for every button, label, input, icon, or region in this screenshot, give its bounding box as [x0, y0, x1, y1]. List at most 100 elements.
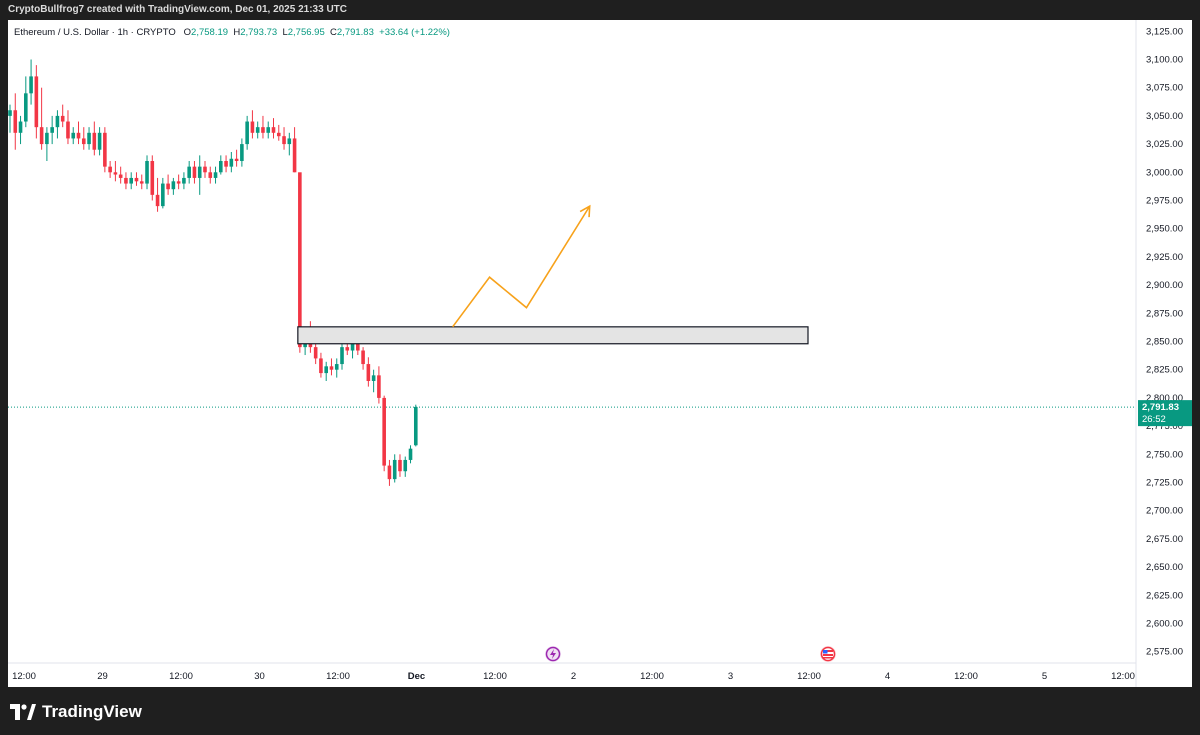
- price-tag: 2,791.83 26:52: [1138, 400, 1192, 427]
- candle: [39, 87, 44, 150]
- candle-body: [345, 347, 350, 351]
- candle-countdown: 26:52: [1142, 414, 1166, 425]
- high-value: 2,793.73: [240, 27, 278, 38]
- brand-name: TradingView: [42, 702, 142, 721]
- candle: [208, 166, 213, 184]
- candle-body: [24, 93, 28, 122]
- projection-path[interactable]: [452, 205, 591, 328]
- price-tick-label: 3,000.00: [1146, 167, 1183, 178]
- tradingview-logo-icon: [10, 704, 36, 720]
- candle: [187, 161, 191, 184]
- candle: [271, 118, 276, 139]
- candle-body: [76, 132, 81, 139]
- candle-body: [240, 144, 244, 162]
- time-tick-label: Dec: [408, 671, 425, 682]
- price-tick-label: 2,725.00: [1146, 478, 1183, 489]
- candle: [319, 352, 323, 378]
- candle-body: [377, 375, 381, 398]
- supply-demand-zone[interactable]: [297, 326, 809, 345]
- price-tick-label: 2,800.00: [1146, 393, 1183, 404]
- candle-body: [298, 172, 302, 348]
- candle: [234, 149, 239, 167]
- time-tick-label: 2: [571, 671, 576, 682]
- candle: [377, 366, 381, 404]
- candle-body: [118, 174, 123, 178]
- price-tick-label: 2,825.00: [1146, 365, 1183, 376]
- candle-body: [319, 358, 323, 374]
- candle-body: [329, 366, 334, 370]
- projection-arrowhead: [579, 204, 591, 218]
- candle: [76, 121, 81, 145]
- candle-body: [266, 127, 271, 133]
- symbol-legend: Ethereum / U.S. Dollar · 1h · CRYPTO O2,…: [14, 27, 450, 38]
- candle: [276, 124, 281, 141]
- candle: [387, 459, 392, 486]
- candle-body: [8, 110, 12, 116]
- candle-body: [250, 121, 255, 133]
- candlestick-chart[interactable]: 2,575.00 2,600.00 2,625.00 2,650.00 2,675.00…: [8, 20, 1192, 687]
- time-tick-label: 30: [254, 671, 265, 682]
- price-tick-label: 3,100.00: [1146, 54, 1183, 65]
- price-tick-label: 2,925.00: [1146, 252, 1183, 263]
- candle-body: [356, 343, 360, 351]
- time-tick-label: 3: [728, 671, 733, 682]
- candle: [324, 361, 328, 381]
- candle-body: [171, 181, 176, 190]
- candle-body: [34, 76, 39, 128]
- candle: [408, 445, 413, 464]
- candle-body: [13, 110, 18, 133]
- change-value: +33.64 (+1.22%): [379, 27, 450, 38]
- price-tick-label: 3,025.00: [1146, 139, 1183, 150]
- high-label: H: [233, 27, 241, 38]
- price-tick-label: 2,900.00: [1146, 280, 1183, 291]
- candle: [145, 155, 149, 190]
- time-tick-label: 12:00: [640, 671, 664, 682]
- crypto-event-icon[interactable]: [545, 646, 561, 662]
- candle: [245, 115, 249, 150]
- time-tick-label: 12:00: [797, 671, 821, 682]
- candle: [66, 110, 70, 145]
- candle-body: [166, 183, 170, 190]
- candle: [298, 172, 302, 353]
- low-label: L: [282, 27, 288, 38]
- candle-body: [55, 115, 60, 128]
- candle-body: [276, 132, 281, 137]
- candle-body: [398, 459, 402, 472]
- candle: [55, 110, 60, 139]
- candle-body: [124, 177, 128, 184]
- price-tick-label: 3,125.00: [1146, 26, 1183, 37]
- candle: [118, 166, 123, 184]
- time-tick-label: 4: [885, 671, 890, 682]
- us-flag-event-icon[interactable]: [820, 646, 836, 662]
- price-tick-label: 2,700.00: [1146, 506, 1183, 517]
- chart-canvas[interactable]: 2,575.00 2,600.00 2,625.00 2,650.00 2,675.00…: [8, 20, 1192, 687]
- candle-body: [224, 161, 228, 167]
- candle-body: [292, 138, 297, 173]
- footer-bar: TradingView: [0, 687, 1200, 735]
- candle-body: [103, 132, 107, 167]
- candle-body: [92, 132, 97, 150]
- candle: [150, 155, 155, 201]
- last-price-tag: [1138, 400, 1192, 427]
- time-tick-label: 12:00: [169, 671, 193, 682]
- candle: [261, 115, 265, 139]
- candle-body: [29, 76, 33, 94]
- candle-body: [208, 172, 213, 178]
- candle: [224, 155, 228, 173]
- price-tick-label: 2,975.00: [1146, 195, 1183, 206]
- last-price-label: 2,791.83: [1142, 402, 1179, 413]
- candle-body: [66, 121, 70, 139]
- candle-body: [403, 459, 408, 472]
- candle: [81, 127, 86, 150]
- candle: [329, 358, 334, 376]
- candle-body: [108, 166, 112, 173]
- candle: [392, 454, 397, 483]
- tradingview-logo[interactable]: TradingView: [10, 702, 142, 722]
- candle-body: [340, 347, 344, 365]
- candle: [413, 404, 418, 447]
- candle: [366, 357, 371, 387]
- candle-body: [113, 172, 118, 175]
- candle: [97, 127, 102, 156]
- candle: [203, 161, 207, 178]
